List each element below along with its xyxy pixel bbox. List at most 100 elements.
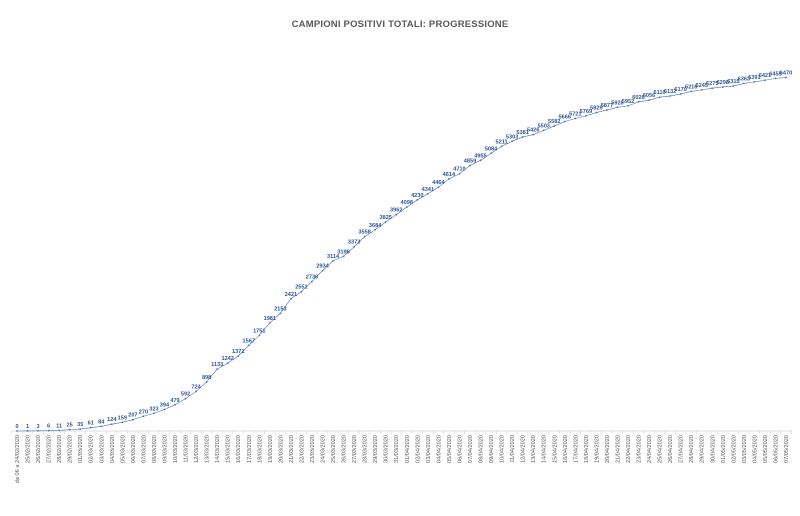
data-label: 2934	[316, 264, 329, 270]
x-tick-label: 30/03/2020	[384, 435, 390, 463]
data-point	[490, 152, 492, 155]
data-point	[437, 186, 440, 189]
x-tick-label: 03/03/2020	[99, 435, 105, 463]
data-point	[153, 412, 155, 415]
data-point	[774, 77, 777, 80]
data-point	[26, 430, 29, 432]
data-label: 6298	[717, 80, 729, 86]
data-label: 5503	[537, 123, 549, 129]
data-label: 6275	[706, 81, 718, 87]
data-point	[637, 100, 640, 103]
data-point	[16, 430, 18, 432]
data-label: 4464	[432, 180, 445, 186]
data-label: 6056	[643, 93, 655, 99]
data-label: 2153	[274, 306, 286, 312]
data-label: 6	[47, 424, 50, 430]
x-tick-label: 18/03/2020	[257, 435, 263, 463]
x-tick-label: 06/03/2020	[131, 435, 137, 463]
x-tick-label: 14/03/2020	[215, 435, 221, 463]
x-tick-label: 05/04/2020	[447, 435, 453, 463]
data-point	[416, 199, 419, 201]
data-label: 124	[107, 417, 117, 423]
data-label: 4710	[453, 167, 465, 173]
x-tick-label: 23/03/2020	[310, 435, 316, 463]
x-tick-label: 02/03/2020	[89, 435, 95, 463]
data-point	[658, 96, 661, 99]
data-points	[16, 76, 787, 432]
x-tick-label: 28/02/2020	[57, 435, 63, 463]
data-label: 6170	[674, 87, 686, 93]
chart-title: CAMPIONI POSITIVI TOTALI: PROGRESSIONE	[291, 19, 509, 30]
data-label: 1133	[211, 362, 223, 368]
data-point	[732, 85, 735, 87]
x-tick-label: 19/03/2020	[268, 435, 274, 463]
data-point	[511, 140, 514, 143]
x-tick-label: 05/05/2020	[763, 435, 769, 463]
data-label: 1242	[221, 356, 233, 362]
x-tick-label: 17/04/2020	[573, 435, 579, 463]
data-label: 5582	[548, 119, 560, 125]
x-tick-label: 23/04/2020	[637, 435, 643, 463]
data-point	[469, 164, 471, 167]
data-label: 5769	[580, 109, 592, 115]
x-tick-label: 24/03/2020	[320, 435, 326, 463]
data-point	[332, 259, 334, 262]
x-tick-label: 17/03/2020	[247, 435, 253, 463]
data-label: 35	[77, 422, 83, 428]
x-tick-label: 20/03/2020	[278, 435, 284, 463]
x-tick-label: 13/04/2020	[531, 435, 537, 463]
x-tick-label: 25/03/2020	[331, 435, 337, 463]
data-point	[279, 312, 282, 315]
x-tick-label: 15/03/2020	[226, 435, 232, 463]
data-point	[700, 88, 703, 91]
data-point	[311, 280, 313, 283]
x-tick-label: 10/04/2020	[500, 435, 506, 463]
x-tick-label: 10/03/2020	[173, 435, 179, 463]
data-point	[595, 111, 598, 114]
x-tick-label: 01/03/2020	[78, 435, 84, 463]
x-tick-label: 07/04/2020	[468, 435, 474, 463]
data-point	[110, 423, 113, 426]
data-point	[384, 221, 387, 223]
data-label: 270	[139, 409, 148, 415]
x-tick-label: 12/04/2020	[521, 435, 527, 463]
x-tick-label: da 06 a 24/02/2020	[15, 435, 21, 483]
data-label: 6132	[664, 89, 676, 95]
x-tick-label: 11/03/2020	[184, 435, 190, 463]
x-tick-label: 25/04/2020	[658, 435, 664, 463]
x-tick-label: 12/03/2020	[194, 435, 200, 463]
x-tick-label: 08/03/2020	[152, 435, 158, 463]
data-point	[142, 415, 145, 418]
data-label: 592	[181, 392, 190, 398]
data-label: 3114	[327, 254, 340, 260]
x-tick-labels: da 06 a 24/02/2020 25/02/2020 26/02/2020 27…	[15, 435, 790, 483]
data-point	[174, 403, 176, 406]
x-tick-label: 08/04/2020	[479, 435, 485, 463]
x-tick-label: 31/03/2020	[394, 435, 400, 463]
data-point	[89, 426, 92, 429]
data-label: 84	[98, 419, 105, 425]
data-label: 2551	[295, 285, 307, 291]
x-tick-label: 24/04/2020	[647, 435, 653, 463]
data-point	[458, 172, 461, 175]
data-point	[574, 117, 577, 120]
x-tick-label: 11/04/2020	[510, 435, 516, 463]
data-point	[542, 129, 545, 132]
data-label: 61	[88, 421, 94, 427]
x-tick-label: 16/03/2020	[236, 435, 242, 463]
data-label: 11	[56, 423, 62, 429]
data-point	[205, 381, 208, 383]
x-tick-label: 04/05/2020	[752, 435, 758, 463]
x-tick-label: 19/04/2020	[594, 435, 600, 463]
x-tick-label: 01/05/2020	[721, 435, 727, 463]
data-point	[58, 429, 61, 432]
x-tick-label: 07/05/2020	[784, 435, 790, 463]
x-tick-label: 27/04/2020	[679, 435, 685, 463]
series-line	[16, 77, 787, 432]
data-label: 5211	[496, 139, 508, 145]
data-point	[258, 334, 261, 337]
data-label: 5829	[590, 106, 602, 112]
data-point	[353, 245, 355, 248]
